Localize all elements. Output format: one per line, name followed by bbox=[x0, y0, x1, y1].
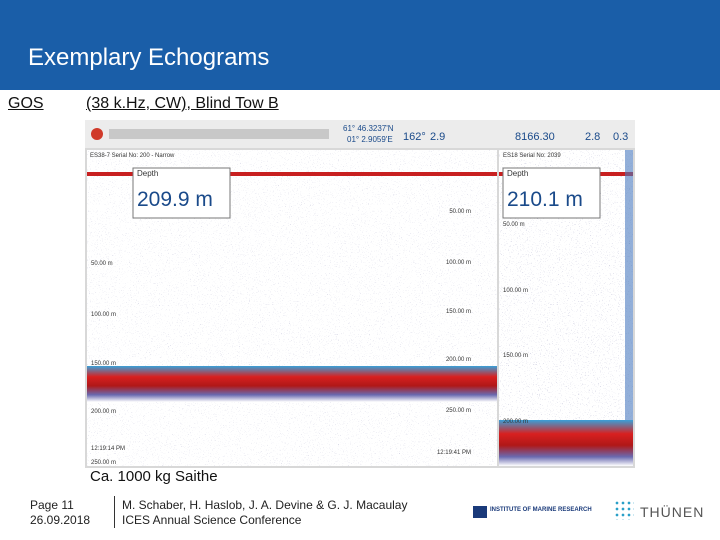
depth-label: 150.00 m bbox=[446, 309, 471, 315]
conference: ICES Annual Science Conference bbox=[122, 513, 302, 527]
depth-label: 150.00 m bbox=[503, 353, 528, 359]
surface-line bbox=[87, 172, 497, 176]
seabed bbox=[499, 420, 633, 466]
toolbar-value: 2.9 bbox=[430, 131, 445, 143]
slide-title: Exemplary Echograms bbox=[28, 44, 270, 71]
caption: Ca. 1000 kg Saithe bbox=[90, 468, 218, 485]
toolbar-icons bbox=[109, 129, 329, 139]
depth-label: 200.00 m bbox=[503, 419, 528, 425]
authors: M. Schaber, H. Haslob, J. A. Devine & G.… bbox=[122, 498, 408, 512]
time-label: 12:19:14 PM bbox=[91, 446, 125, 452]
toolbar-value: 2.8 bbox=[585, 131, 600, 143]
depth-label: 50.00 m bbox=[449, 209, 471, 215]
depth-label: 200.00 m bbox=[446, 357, 471, 363]
toolbar-value: 162° bbox=[403, 131, 426, 143]
toolbar-value: 0.3 bbox=[613, 131, 628, 143]
toolbar-icon bbox=[91, 128, 103, 140]
logo-text: INSTITUTE OF MARINE RESEARCH bbox=[490, 507, 592, 513]
logo-text: THÜNEN bbox=[640, 504, 705, 520]
depth-label: 100.00 m bbox=[446, 260, 471, 266]
depth-label: 150.00 m bbox=[91, 361, 116, 367]
depth-label: 100.00 m bbox=[503, 288, 528, 294]
toolbar-value: 8166.30 bbox=[515, 131, 555, 143]
logo-mark bbox=[614, 500, 634, 520]
depth-label: 200.00 m bbox=[91, 409, 116, 415]
subtitle-text: (38 k.Hz, CW), Blind Tow B bbox=[86, 95, 279, 112]
divider bbox=[114, 496, 115, 528]
echogram: 61° 46.3237'N 01° 2.9059'E 162° 2.9 8166.30 2… bbox=[85, 120, 635, 468]
depth-label: 250.00 m bbox=[91, 460, 116, 466]
depth-label: 50.00 m bbox=[91, 261, 113, 267]
seabed bbox=[87, 366, 497, 402]
page-number: Page 11 bbox=[30, 498, 74, 512]
depth-label: 100.00 m bbox=[91, 312, 116, 318]
depth-label: 50.00 m bbox=[503, 222, 525, 228]
panel-name: ES18 Serial No: 2039 bbox=[503, 153, 561, 159]
logo-mark bbox=[473, 506, 487, 518]
depth-value: 210.1 m bbox=[507, 188, 583, 211]
field-label: Depth bbox=[507, 169, 528, 178]
depth-box bbox=[132, 167, 231, 219]
depth-box bbox=[502, 167, 601, 219]
date: 26.09.2018 bbox=[30, 513, 91, 527]
toolbar-value: 01° 2.9059'E bbox=[347, 135, 393, 144]
time-label: 12:19:41 PM bbox=[437, 450, 471, 456]
panel-name: ES38-7 Serial No: 200 - Narrow bbox=[90, 153, 175, 159]
field-label: Depth bbox=[137, 169, 158, 178]
subtitle-label: GOS bbox=[8, 95, 44, 112]
depth-value: 209.9 m bbox=[137, 188, 213, 211]
header-bar bbox=[0, 0, 720, 90]
depth-label: 250.00 m bbox=[446, 408, 471, 414]
scale-strip bbox=[625, 150, 633, 420]
toolbar-value: 61° 46.3237'N bbox=[343, 124, 394, 133]
